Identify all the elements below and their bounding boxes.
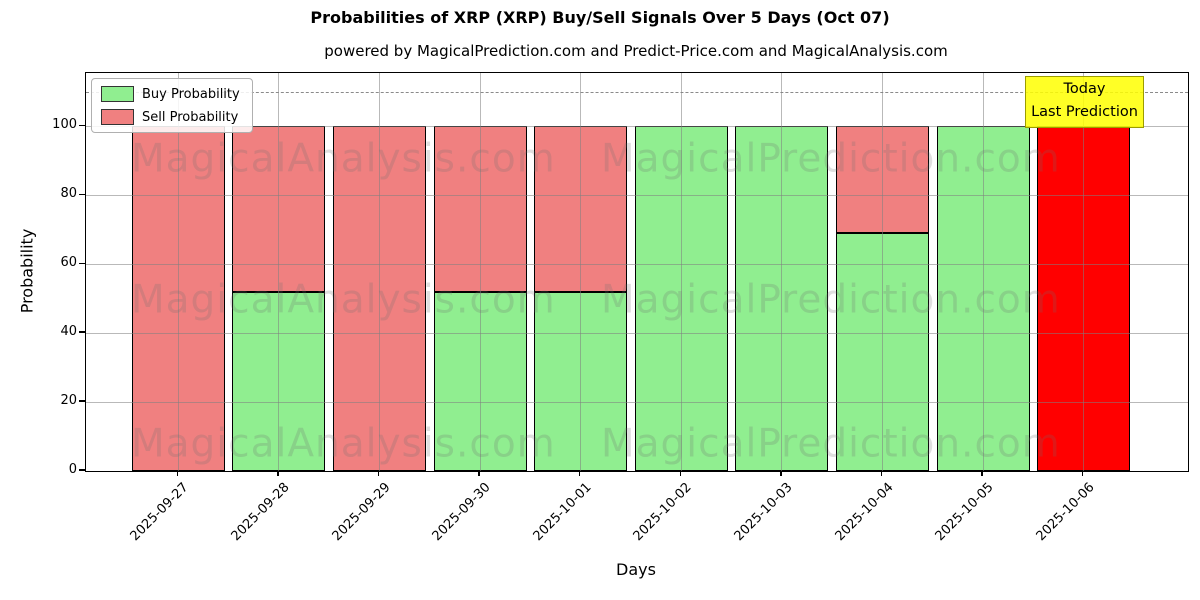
gridline-horizontal xyxy=(86,125,1188,127)
x-tick-mark xyxy=(981,470,983,476)
gridline-vertical xyxy=(982,73,984,471)
y-tick-label: 80 xyxy=(60,186,77,202)
y-tick-mark xyxy=(79,262,85,264)
today-annotation: Today Last Prediction xyxy=(1025,76,1144,128)
y-tick-mark xyxy=(79,193,85,196)
y-tick-label: 20 xyxy=(60,393,77,409)
x-tick-mark xyxy=(1082,470,1084,476)
gridline-horizontal xyxy=(86,263,1188,265)
x-tick-label: 2025-10-01 xyxy=(530,480,595,545)
x-tick-mark xyxy=(478,470,480,476)
y-tick-label: 40 xyxy=(60,324,77,340)
watermark-analysis: MagicalAnalysis.com xyxy=(131,136,556,182)
gridline-vertical xyxy=(882,73,883,471)
today-annotation-line1: Today xyxy=(1063,81,1106,97)
x-tick-mark xyxy=(377,470,380,476)
x-tick-label: 2025-09-29 xyxy=(329,480,394,545)
x-tick-label: 2025-10-04 xyxy=(832,480,897,545)
plot-area: Buy Probability Sell Probability Today L… xyxy=(85,72,1189,472)
legend-label-sell: Sell Probability xyxy=(142,109,239,125)
threshold-dashed-line xyxy=(86,91,1188,93)
legend: Buy Probability Sell Probability xyxy=(91,78,253,133)
chart-title: Probabilities of XRP (XRP) Buy/Sell Sign… xyxy=(310,8,890,27)
x-tick-mark xyxy=(176,470,178,476)
y-tick-mark xyxy=(79,124,85,127)
buy-swatch-icon xyxy=(101,86,134,102)
gridline-vertical xyxy=(781,73,783,471)
watermark-analysis: MagicalAnalysis.com xyxy=(131,277,556,323)
today-annotation-line2: Last Prediction xyxy=(1031,104,1138,121)
gridline-vertical xyxy=(177,73,179,471)
y-tick-label: 100 xyxy=(52,117,77,133)
watermark-prediction: MagicalPrediction.com xyxy=(601,421,1061,467)
x-tick-label: 2025-09-28 xyxy=(228,480,293,545)
x-tick-mark xyxy=(780,470,782,476)
sell-swatch-icon xyxy=(101,109,134,125)
gridline-horizontal xyxy=(86,401,1188,403)
legend-item-sell: Sell Probability xyxy=(101,109,240,125)
x-axis-label: Days xyxy=(616,560,656,579)
x-tick-mark xyxy=(880,470,883,476)
x-tick-mark xyxy=(679,470,681,476)
y-tick-mark xyxy=(79,400,85,402)
gridline-vertical xyxy=(379,73,380,471)
gridline-horizontal xyxy=(86,332,1188,334)
legend-label-buy: Buy Probability xyxy=(142,86,240,102)
y-tick-label: 0 xyxy=(68,462,77,477)
legend-item-buy: Buy Probability xyxy=(101,86,240,102)
watermark-prediction: MagicalPrediction.com xyxy=(601,136,1061,182)
gridline-vertical xyxy=(580,73,582,471)
gridline-vertical xyxy=(479,73,481,471)
watermark-analysis: MagicalAnalysis.com xyxy=(131,421,556,467)
x-tick-mark xyxy=(579,470,581,476)
gridline-horizontal xyxy=(86,194,1188,196)
y-axis-label: Probability xyxy=(17,228,37,314)
y-tick-mark xyxy=(79,469,85,471)
x-tick-mark xyxy=(277,470,279,476)
x-tick-label: 2025-10-06 xyxy=(1033,480,1098,545)
watermark-prediction: MagicalPrediction.com xyxy=(601,277,1061,323)
gridline-vertical xyxy=(680,73,682,471)
gridline-vertical xyxy=(278,73,280,471)
y-tick-label: 60 xyxy=(60,255,77,271)
x-tick-label: 2025-09-27 xyxy=(127,480,192,545)
x-tick-label: 2025-10-02 xyxy=(630,480,695,545)
x-tick-label: 2025-10-03 xyxy=(731,480,796,545)
y-tick-mark xyxy=(79,331,85,333)
x-tick-label: 2025-09-30 xyxy=(429,480,494,545)
chart-subtitle: powered by MagicalPrediction.com and Pre… xyxy=(324,42,948,60)
gridline-vertical xyxy=(1083,73,1085,471)
x-tick-label: 2025-10-05 xyxy=(932,480,997,545)
